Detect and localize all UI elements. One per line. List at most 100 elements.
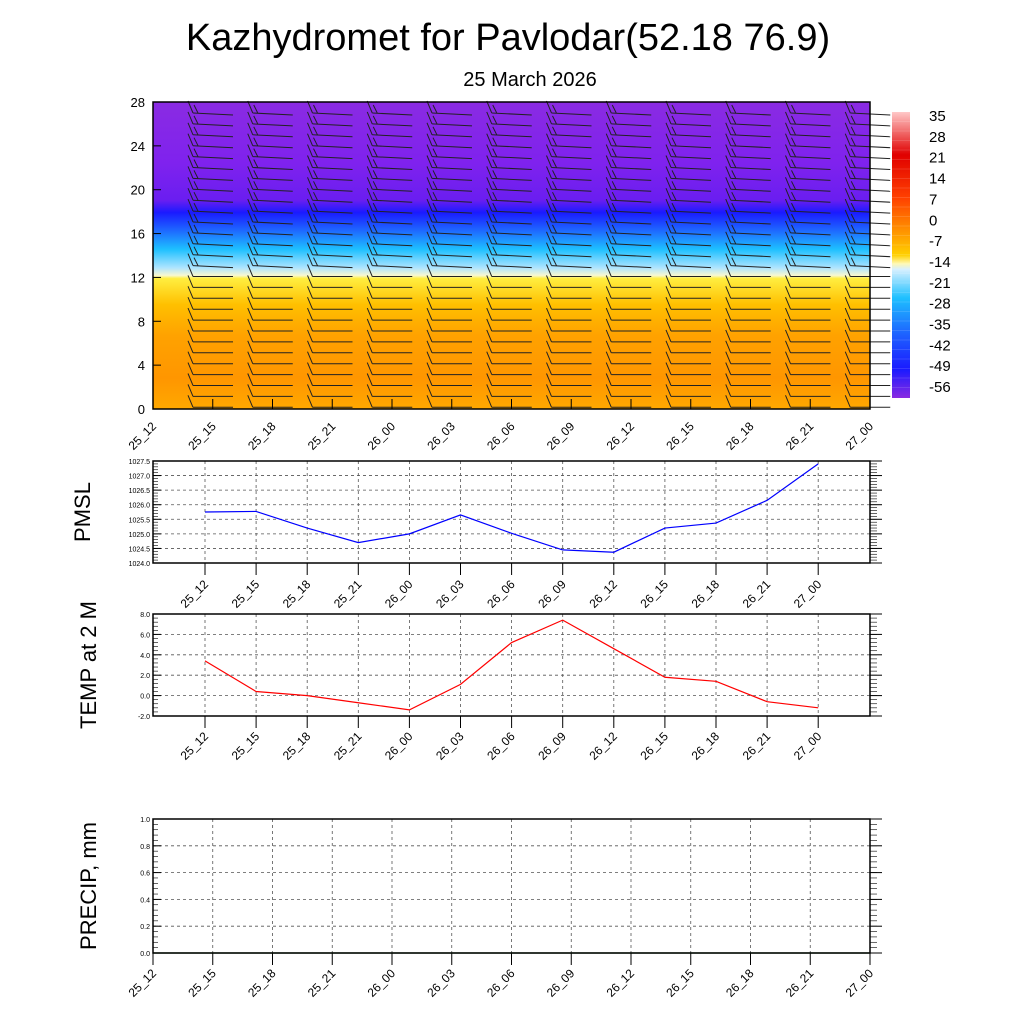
barb-flag: [605, 166, 612, 179]
y-tick-label: 1024.5: [129, 546, 151, 553]
x-tick-label: 25_15: [185, 966, 219, 1000]
barb-flag: [665, 133, 672, 146]
wind-barb: [725, 177, 771, 192]
barb-flag: [492, 126, 498, 136]
chart-subtitle: 25 March 2026: [463, 69, 596, 91]
y-tick-label: 1027.0: [129, 474, 151, 481]
x-tick-label: 26_00: [365, 966, 399, 1000]
x-tick-label: 26_03: [433, 729, 467, 763]
barb-flag: [253, 148, 259, 157]
barb-flag: [187, 188, 194, 201]
wind-barb: [187, 231, 234, 247]
barb-flag: [725, 264, 732, 277]
wind-barb: [486, 144, 532, 160]
wind-barb: [725, 198, 771, 214]
wind-barb: [307, 286, 353, 299]
barb-flag: [307, 318, 313, 332]
x-tick-label: 26_21: [740, 729, 774, 763]
barb-flag: [844, 275, 851, 288]
wind-barb: [546, 177, 592, 192]
barb-flag: [731, 235, 737, 245]
wind-barb: [187, 286, 233, 299]
barb-flag: [247, 133, 254, 146]
wind-barb: [665, 297, 711, 310]
barb-flag: [844, 155, 851, 168]
barb-flag: [187, 166, 194, 179]
barb-flag: [605, 286, 612, 299]
barb-staff: [491, 123, 532, 127]
barb-staff: [431, 265, 473, 269]
barb-flag: [193, 159, 199, 168]
barb-staff: [312, 188, 353, 192]
barb-flag: [850, 257, 856, 266]
wind-barb: [426, 231, 473, 247]
wind-barb: [247, 111, 293, 127]
barb-flag: [665, 307, 672, 321]
wind-barb: [366, 198, 413, 214]
barb-flag: [307, 166, 313, 179]
barb-flag: [850, 148, 856, 157]
barb-flag: [605, 297, 612, 310]
barb-staff: [252, 265, 293, 269]
barb-flag: [492, 257, 498, 266]
plot-frame: [152, 460, 871, 564]
barb-staff: [551, 134, 592, 138]
wind-barb: [307, 307, 353, 321]
wind-barb: [486, 351, 532, 365]
wind-barb: [785, 198, 831, 214]
barb-flag: [611, 115, 617, 125]
barb-flag: [665, 297, 672, 310]
y-tick-label: 0: [138, 402, 145, 417]
wind-barb: [546, 373, 592, 386]
wind-barb: [665, 220, 712, 236]
wind-barb: [187, 100, 234, 116]
barb-flag: [426, 329, 433, 343]
barb-flag: [552, 159, 557, 168]
wind-barb: [546, 166, 592, 181]
barb-flag: [187, 133, 194, 146]
barb-flag: [247, 362, 254, 375]
wind-barb: [605, 100, 652, 116]
barb-staff: [790, 243, 831, 247]
wind-barb: [247, 133, 293, 149]
barb-flag: [665, 242, 672, 255]
x-tick-label: 25_12: [178, 577, 212, 611]
barb-flag: [605, 275, 612, 288]
barb-flag: [546, 253, 552, 266]
barb-flag: [492, 104, 498, 114]
barb-flag: [307, 340, 313, 353]
barb-flag: [366, 253, 373, 266]
barb-flag: [253, 104, 259, 114]
barb-staff: [790, 177, 831, 181]
barb-flag: [432, 213, 438, 223]
wind-barb: [486, 100, 532, 116]
barb-staff: [491, 112, 532, 116]
barb-flag: [187, 362, 194, 375]
barb-flag: [552, 148, 557, 157]
barb-staff: [730, 265, 771, 269]
barb-staff: [790, 145, 831, 149]
barb-staff: [491, 232, 532, 236]
y-tick-label: 0.0: [140, 694, 150, 701]
barb-staff: [192, 210, 234, 214]
barb-flag: [307, 155, 313, 168]
barb-flag: [426, 373, 433, 386]
barb-flag: [791, 191, 796, 201]
wind-barb: [605, 144, 652, 160]
wind-barb: [546, 220, 592, 236]
barb-staff: [252, 254, 293, 258]
barb-flag: [850, 202, 856, 212]
barb-flag: [307, 384, 313, 397]
wind-barb: [665, 307, 711, 321]
wind-barb: [426, 122, 473, 138]
barb-staff: [491, 210, 532, 214]
wind-barb: [605, 209, 652, 225]
wind-barb: [486, 264, 532, 277]
barb-flag: [725, 242, 732, 255]
barb-staff: [372, 156, 413, 160]
barb-flag: [785, 144, 791, 157]
barb-flag: [850, 104, 856, 114]
barb-flag: [426, 242, 433, 255]
barb-staff: [372, 232, 413, 236]
barb-flag: [605, 351, 612, 364]
